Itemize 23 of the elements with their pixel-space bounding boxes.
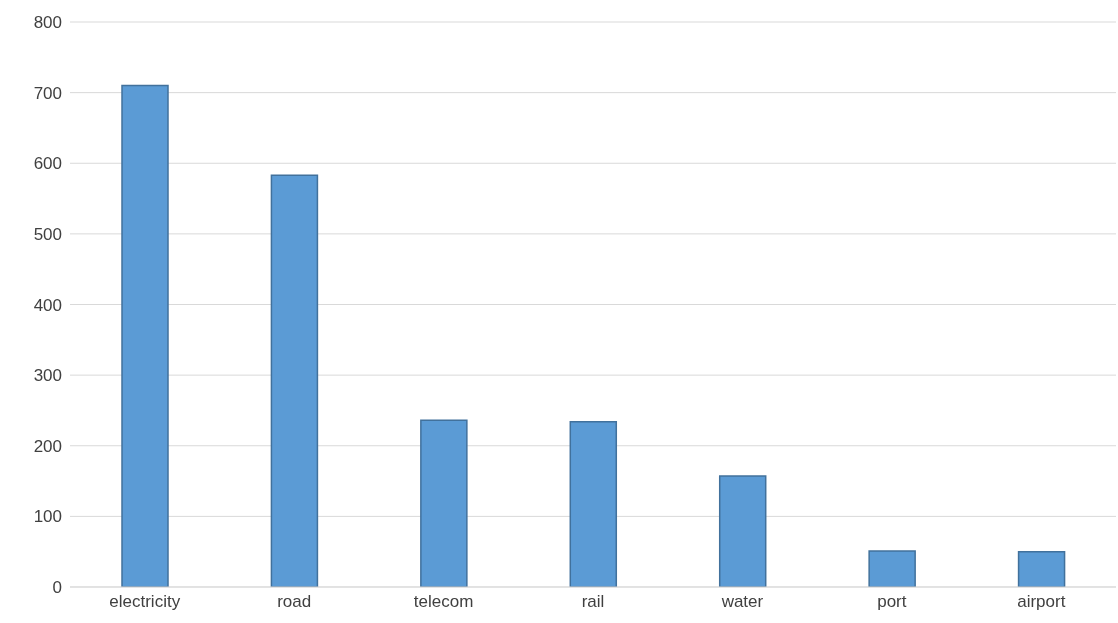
x-tick-label: telecom xyxy=(413,592,474,612)
y-tick-label: 500 xyxy=(33,224,62,244)
y-tick-label: 0 xyxy=(52,578,62,598)
x-tick-label: rail xyxy=(581,592,605,612)
x-tick-label: water xyxy=(720,592,764,612)
bar xyxy=(1017,550,1066,587)
y-tick-label: 300 xyxy=(33,366,62,386)
bar xyxy=(270,174,319,587)
bar xyxy=(868,550,916,587)
bar xyxy=(569,420,618,587)
x-tick-label: airport xyxy=(1017,592,1066,612)
y-tick-label: 700 xyxy=(33,83,62,103)
x-tick-label: road xyxy=(277,592,312,612)
y-tick-label: 400 xyxy=(33,295,62,315)
bar xyxy=(420,419,468,587)
x-tick-label: port xyxy=(877,592,907,612)
y-tick-label: 600 xyxy=(33,154,62,174)
x-tick-label: electricity xyxy=(109,592,181,612)
y-tick-label: 200 xyxy=(33,436,62,456)
y-tick-label: 800 xyxy=(33,13,62,33)
bar xyxy=(718,475,767,587)
bar xyxy=(121,84,169,587)
y-tick-label: 100 xyxy=(33,507,62,527)
